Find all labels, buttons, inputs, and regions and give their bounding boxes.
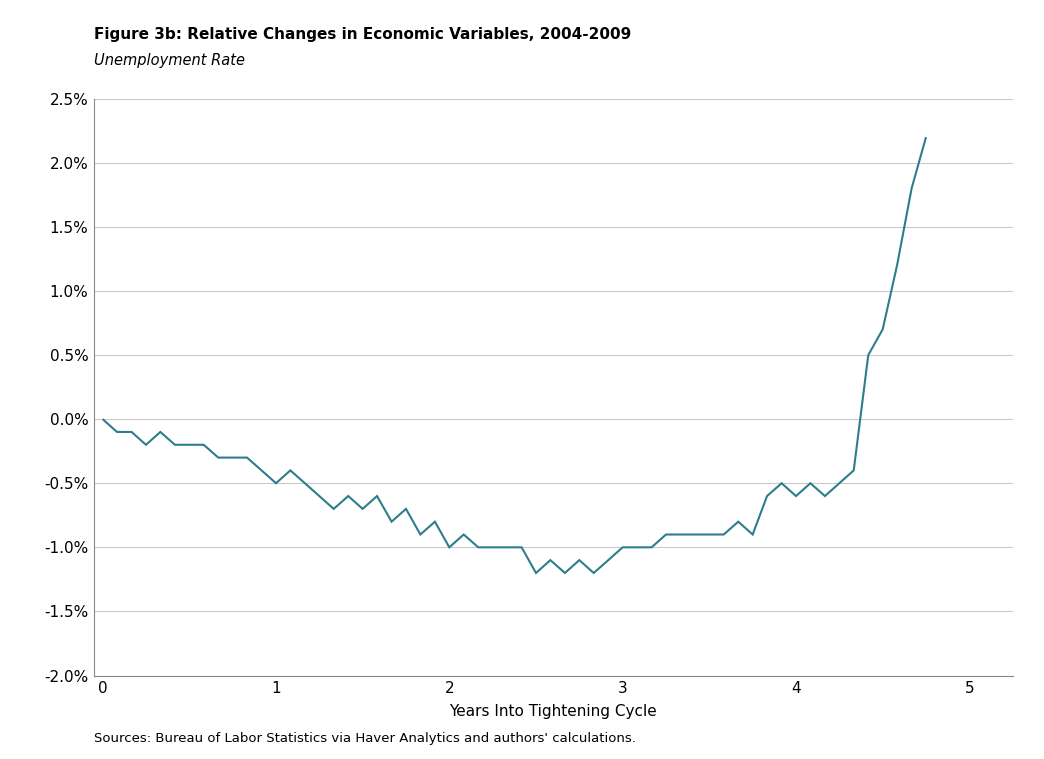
- Text: Figure 3b: Relative Changes in Economic Variables, 2004-2009: Figure 3b: Relative Changes in Economic …: [94, 27, 632, 42]
- Text: Sources: Bureau of Labor Statistics via Haver Analytics and authors' calculation: Sources: Bureau of Labor Statistics via …: [94, 732, 636, 745]
- Text: Unemployment Rate: Unemployment Rate: [94, 53, 245, 68]
- X-axis label: Years Into Tightening Cycle: Years Into Tightening Cycle: [450, 704, 657, 720]
